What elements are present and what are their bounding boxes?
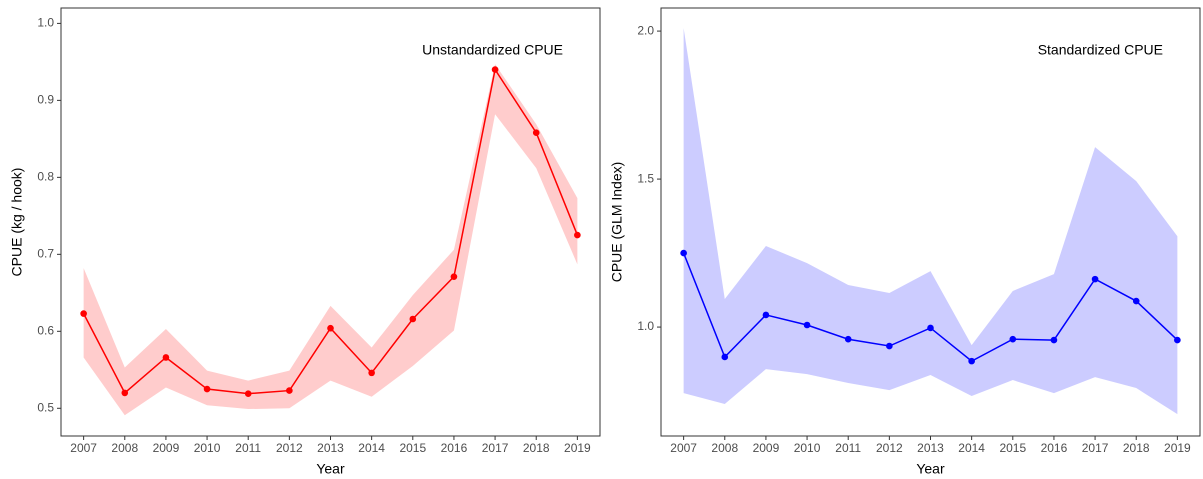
x-tick-label: 2016 — [1041, 441, 1068, 455]
x-tick-label: 2009 — [753, 441, 780, 455]
data-point — [409, 315, 417, 323]
confidence-band — [83, 64, 578, 416]
x-tick-label: 2018 — [523, 441, 550, 455]
y-tick-label: 0.7 — [37, 247, 54, 261]
data-point — [450, 273, 458, 280]
x-tick-label: 2011 — [235, 441, 261, 455]
data-point — [844, 335, 852, 343]
data-point — [1091, 275, 1099, 283]
y-tick-label: 1.0 — [37, 16, 54, 30]
x-tick-label: 2013 — [317, 441, 344, 455]
x-tick-label: 2008 — [711, 441, 738, 455]
data-point — [762, 311, 770, 319]
x-axis-label: Year — [316, 461, 345, 477]
x-tick-label: 2008 — [111, 441, 138, 455]
data-point — [968, 357, 975, 365]
data-point — [244, 390, 252, 397]
x-tick-label: 2012 — [276, 441, 303, 455]
x-tick-label: 2019 — [564, 441, 591, 455]
data-point — [1009, 335, 1017, 343]
panel: 0.5 0.6 0.7 0.8 0.9 1.0 2007 2008 2009 2010 2011 20… — [9, 7, 601, 477]
x-tick-label: 2011 — [835, 441, 861, 455]
x-tick-label: 2012 — [876, 441, 903, 455]
data-point — [532, 129, 540, 137]
x-tick-label: 2007 — [70, 441, 97, 455]
y-axis-label: CPUE (kg / hook) — [9, 168, 25, 277]
annotation: Standardized CPUE — [1038, 42, 1163, 58]
data-point — [203, 385, 211, 393]
y-tick-label: 0.5 — [37, 400, 54, 414]
x-tick-label: 2010 — [194, 441, 221, 455]
x-tick-label: 2016 — [441, 441, 468, 455]
data-point — [803, 321, 811, 329]
y-tick-label: 1.0 — [637, 319, 654, 333]
data-point — [1132, 297, 1140, 305]
x-tick-label: 2018 — [1123, 441, 1150, 455]
data-point — [121, 389, 129, 397]
x-tick-label: 2015 — [399, 441, 426, 455]
data-point — [1050, 336, 1058, 344]
data-point — [886, 342, 893, 350]
x-tick-label: 2007 — [670, 441, 697, 455]
y-tick-label: 2.0 — [637, 23, 654, 37]
x-tick-label: 2009 — [153, 441, 180, 455]
y-tick-label: 1.5 — [637, 171, 654, 185]
x-tick-label: 2014 — [958, 441, 985, 455]
y-axis-label: CPUE (GLM Index) — [609, 162, 625, 283]
x-tick-label: 2015 — [999, 441, 1026, 455]
data-point — [286, 387, 293, 394]
data-point — [927, 324, 934, 332]
y-tick-label: 0.6 — [37, 323, 54, 337]
data-point — [721, 353, 729, 361]
data-point — [368, 369, 375, 377]
x-tick-label: 2019 — [1164, 441, 1191, 455]
data-point — [680, 249, 687, 257]
x-axis-label: Year — [916, 461, 945, 477]
x-tick-label: 2014 — [358, 441, 385, 455]
data-point — [327, 324, 334, 332]
x-tick-label: 2013 — [917, 441, 944, 455]
data-point — [574, 231, 581, 239]
data-point — [491, 66, 499, 73]
data-point — [1174, 336, 1181, 344]
x-tick-label: 2017 — [1082, 441, 1109, 455]
x-tick-label: 2017 — [482, 441, 509, 455]
data-point — [162, 354, 170, 361]
data-point — [80, 310, 87, 317]
y-tick-label: 0.8 — [37, 170, 54, 184]
confidence-band — [683, 28, 1178, 415]
annotation: Unstandardized CPUE — [422, 42, 563, 58]
x-tick-label: 2010 — [794, 441, 821, 455]
panel: 1.0 1.5 2.0 2007 2008 2009 2010 2011 2012 2013 201… — [609, 7, 1201, 477]
y-tick-label: 0.9 — [37, 93, 54, 107]
